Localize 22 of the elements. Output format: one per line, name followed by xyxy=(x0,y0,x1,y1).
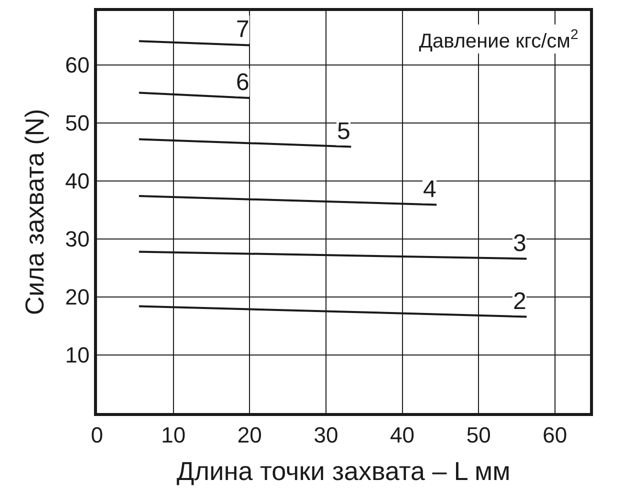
y-axis-title: Сила захвата (N) xyxy=(20,108,50,316)
y-tick-label: 30 xyxy=(65,226,90,252)
x-tick-label: 40 xyxy=(390,422,414,448)
x-tick-label: 10 xyxy=(161,422,186,448)
y-tick-label: 60 xyxy=(65,52,90,78)
series-label: 4 xyxy=(423,176,436,203)
series-label: 2 xyxy=(513,288,526,315)
x-tick-label: 30 xyxy=(314,422,338,448)
series-label: 6 xyxy=(236,69,250,96)
y-tick-label: 40 xyxy=(65,168,90,194)
x-axis-title: Длина точки захвата – L мм xyxy=(176,456,510,486)
x-tick-label: 60 xyxy=(542,422,568,448)
x-tick-label: 0 xyxy=(90,422,104,448)
x-tick-label: 20 xyxy=(237,422,262,448)
series-label: 3 xyxy=(513,230,526,257)
x-tick-label: 50 xyxy=(466,422,491,448)
y-tick-label: 10 xyxy=(65,342,90,368)
series-label: 7 xyxy=(236,16,250,43)
y-tick-label: 50 xyxy=(65,110,90,136)
annotation: Давление кгс/см$^{2}$ xyxy=(419,26,578,52)
y-tick-label: 20 xyxy=(65,284,90,310)
series-label: 5 xyxy=(337,118,350,145)
